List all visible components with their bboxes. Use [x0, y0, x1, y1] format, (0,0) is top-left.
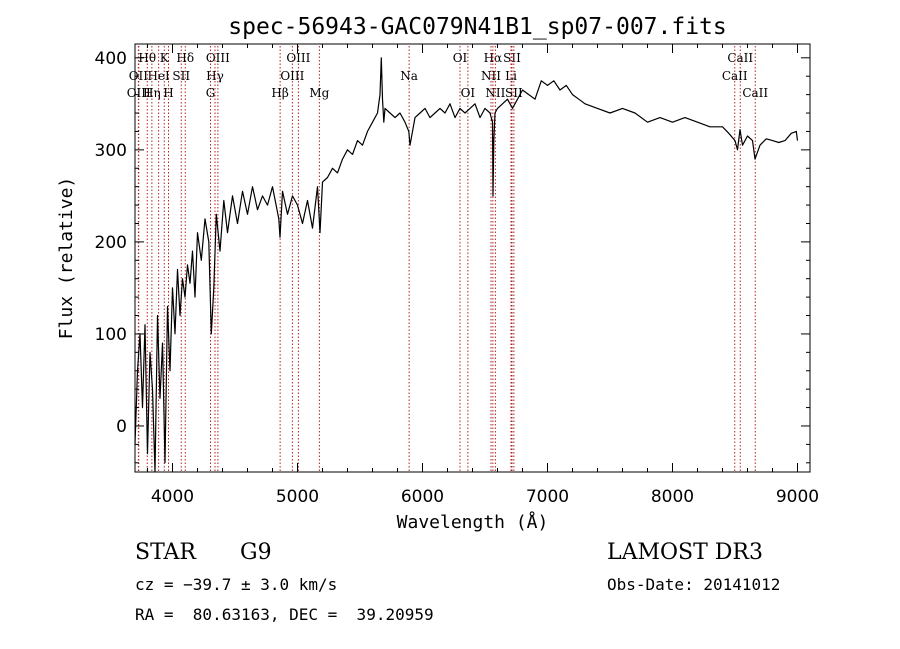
x-tick-label-0: 4000: [151, 487, 194, 507]
y-tick-label-3: 300: [95, 141, 127, 161]
x-tick-label-4: 8000: [651, 487, 694, 507]
line-label-23: NII: [485, 86, 505, 100]
y-tick-label-0: 0: [116, 417, 127, 437]
line-label-6: Hδ: [176, 51, 194, 65]
line-label-25: CaII: [727, 51, 753, 65]
line-label-7: SII: [172, 69, 190, 83]
coordinates-readout: RA = 80.63163, DEC = 39.20959: [135, 605, 434, 624]
line-label-22: Li: [505, 69, 517, 83]
observation-date: Obs-Date: 20141012: [607, 575, 781, 594]
y-axis-label: Flux (relative): [56, 177, 77, 340]
x-axis-label: Wavelength (Å): [397, 511, 549, 533]
line-label-21: NII: [481, 69, 501, 83]
object-subclass: G9: [240, 540, 272, 565]
plot-frame: [134, 43, 811, 473]
line-label-18: OI: [461, 86, 476, 100]
line-label-16: Na: [400, 69, 418, 83]
object-class: STAR: [135, 540, 196, 565]
line-label-11: G: [206, 86, 216, 100]
line-label-8: H: [163, 86, 173, 100]
line-label-20: SII: [503, 51, 521, 65]
spectrum-line: [134, 57, 799, 473]
line-label-15: Mg: [309, 86, 329, 100]
x-tick-label-3: 7000: [526, 487, 569, 507]
line-label-4: HeI: [147, 69, 170, 83]
line-label-10: Hγ: [206, 69, 224, 83]
line-label-13: OIII: [280, 69, 304, 83]
line-label-27: CaII: [742, 86, 768, 100]
line-label-9: OIII: [206, 51, 230, 65]
y-tick-label-4: 400: [95, 49, 127, 69]
y-tick-label-2: 200: [95, 233, 127, 253]
y-tick-label-1: 100: [95, 325, 127, 345]
line-label-5: Hη: [143, 86, 161, 100]
line-label-14: Hβ: [271, 86, 288, 100]
line-label-17: OI: [453, 51, 468, 65]
survey-name: LAMOST DR3: [607, 540, 763, 565]
x-tick-label-2: 6000: [401, 487, 444, 507]
line-label-19: Hα: [484, 51, 503, 65]
line-label-26: CaII: [722, 69, 748, 83]
chart-title: spec-56943-GAC079N41B1_sp07-007.fits: [228, 14, 727, 40]
line-label-12: OIII: [286, 51, 310, 65]
x-tick-label-1: 5000: [276, 487, 319, 507]
x-tick-label-5: 9000: [776, 487, 819, 507]
line-label-2: OIII: [127, 86, 151, 100]
redshift-readout: cz = −39.7 ± 3.0 km/s: [135, 575, 338, 594]
line-label-3: K: [160, 51, 170, 65]
